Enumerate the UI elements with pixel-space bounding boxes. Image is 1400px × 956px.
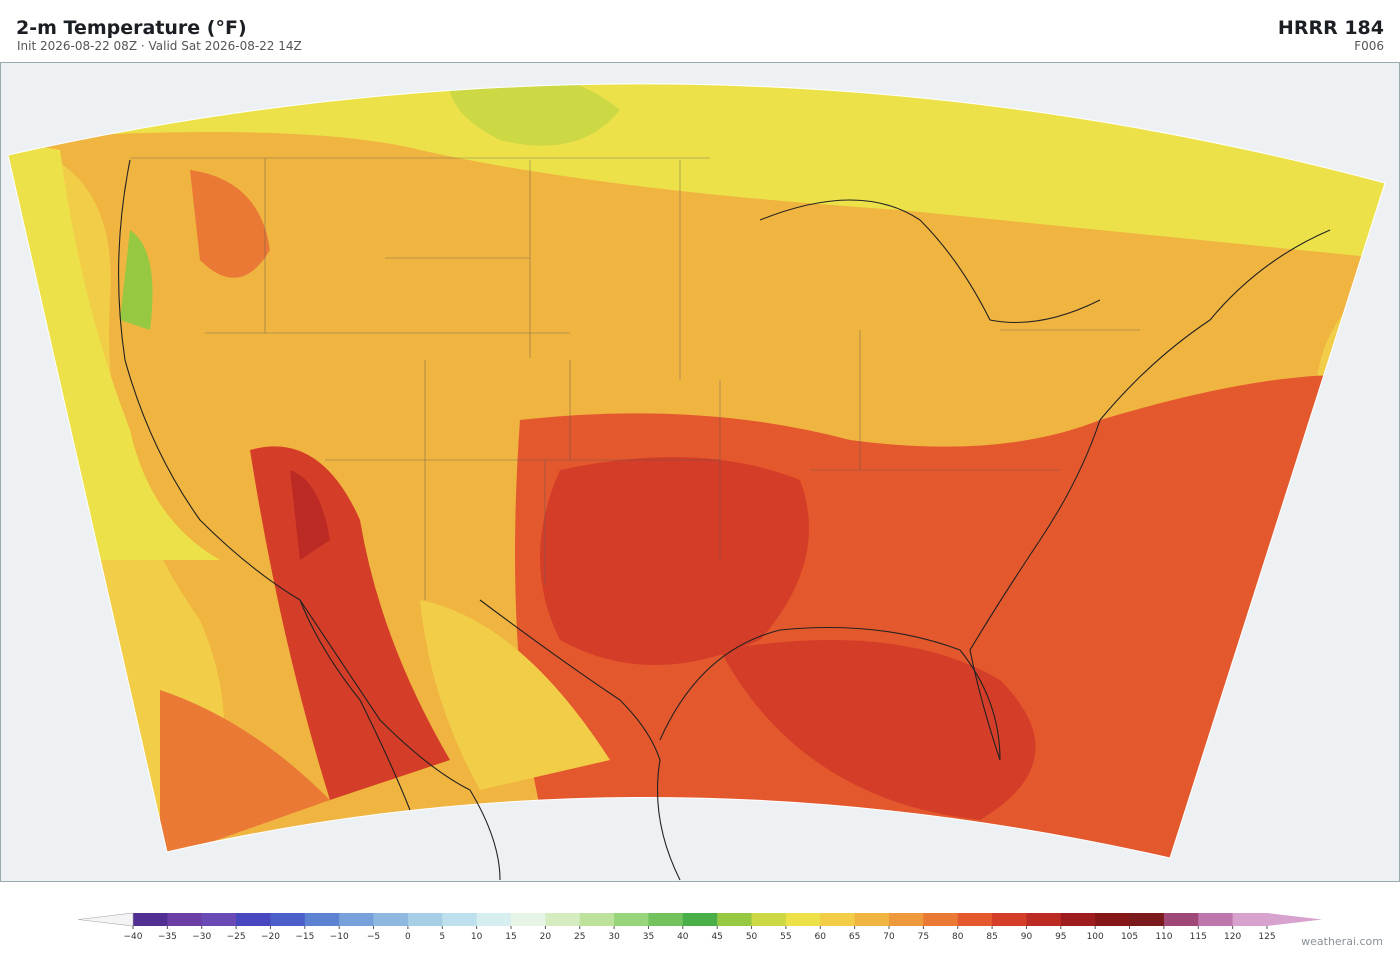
colorbar-tick-label: 115 (1190, 932, 1207, 942)
colorbar-tick-label: 25 (574, 932, 585, 942)
colorbar-tick-label: −40 (124, 932, 143, 942)
map (0, 62, 1400, 882)
colorbar-segment (304, 913, 340, 926)
colorbar-tick-label: 120 (1224, 932, 1241, 942)
colorbar-tick-label: 50 (746, 932, 758, 942)
state-borders (130, 157, 1140, 600)
colorbar-segment (957, 913, 993, 926)
colorbar-segment (923, 913, 959, 926)
colorbar-tick-label: −10 (330, 932, 349, 942)
colorbar-segment (751, 913, 787, 926)
colorbar-tick-label: 100 (1087, 932, 1104, 942)
colorbar-tick-label: 125 (1258, 932, 1275, 942)
colorbar-segment (717, 913, 753, 926)
colorbar-segment (614, 913, 649, 926)
colorbar-tick-label: 35 (643, 932, 654, 942)
colorbar-extend-high (1267, 913, 1322, 926)
colorbar-segment (133, 913, 168, 926)
colorbar-tick-label: −5 (367, 932, 380, 942)
colorbar-segment (545, 913, 581, 926)
title: 2-m Temperature (°F) (16, 17, 247, 39)
colorbar-segment (820, 913, 856, 926)
colorbar-tick-label: 95 (1055, 932, 1066, 942)
colorbar-segment (201, 913, 237, 926)
temperature-field (8, 83, 1385, 859)
colorbar-segment (1060, 913, 1096, 926)
colorbar-tick-label: 55 (780, 932, 791, 942)
colorbar-segment (339, 913, 375, 926)
coastlines (118, 159, 1331, 881)
colorbar-tick-label: 5 (439, 932, 445, 942)
colorbar-tick-label: 45 (711, 932, 722, 942)
colorbar-segment (511, 913, 546, 926)
colorbar-extend-low (77, 912, 134, 927)
colorbar-segment (1232, 913, 1268, 926)
model: HRRR 184 (1278, 17, 1384, 39)
colorbar-tick-label: 90 (1021, 932, 1033, 942)
colorbar-tick-label: 80 (952, 932, 964, 942)
colorbar-segment (1198, 913, 1234, 926)
colorbar-segment (407, 913, 443, 926)
colorbar-segment (476, 913, 512, 926)
colorbar-tick-label: 85 (986, 932, 997, 942)
colorbar-segment (889, 913, 924, 926)
colorbar-segment (648, 913, 684, 926)
colorbar-segment (785, 913, 821, 926)
colorbar-tick-label: 70 (883, 932, 895, 942)
colorbar-segment (167, 913, 203, 926)
colorbar-tick-label: −35 (158, 932, 177, 942)
colorbar-segment (1026, 913, 1062, 926)
colorbar-tick-label: 40 (677, 932, 689, 942)
colorbar-tick-label: −30 (192, 932, 211, 942)
colorbar-tick-label: −20 (261, 932, 280, 942)
colorbar-segment (854, 913, 890, 926)
colorbar-segment (992, 913, 1027, 926)
colorbar-tick-label: 20 (540, 932, 552, 942)
colorbar-tick-label: 0 (405, 932, 411, 942)
colorbar-tick-label: 110 (1155, 932, 1172, 942)
subtitle: Init 2026-08-22 08Z · Valid Sat 2026-08-… (17, 39, 302, 53)
colorbar-segment (270, 913, 306, 926)
colorbar-segment (1129, 913, 1165, 926)
colorbar-tick-label: 15 (505, 932, 516, 942)
forecast-hour: F006 (1354, 39, 1384, 53)
colorbar-segment (442, 913, 478, 926)
colorbar-tick-label: 30 (608, 932, 620, 942)
colorbar-segment (373, 913, 409, 926)
colorbar-tick-label: −15 (295, 932, 314, 942)
colorbar-tick-label: 75 (918, 932, 929, 942)
colorbar-tick-label: −25 (227, 932, 246, 942)
colorbar-segment (579, 913, 615, 926)
colorbar-segment (236, 913, 271, 926)
colorbar-segment (1163, 913, 1199, 926)
colorbar-tick-label: 65 (849, 932, 860, 942)
credit: weatherai.com (1301, 935, 1383, 948)
colorbar: −40 −35 −30 −25 −20 −15 −10 −5 0 5 10 15 20 25 30 35 40 4… (77, 912, 1322, 942)
colorbar-segment (682, 913, 718, 926)
colorbar-tick-label: 10 (471, 932, 483, 942)
colorbar-tick-label: 60 (815, 932, 827, 942)
colorbar-segment (1095, 913, 1131, 926)
colorbar-tick-label: 105 (1121, 932, 1138, 942)
